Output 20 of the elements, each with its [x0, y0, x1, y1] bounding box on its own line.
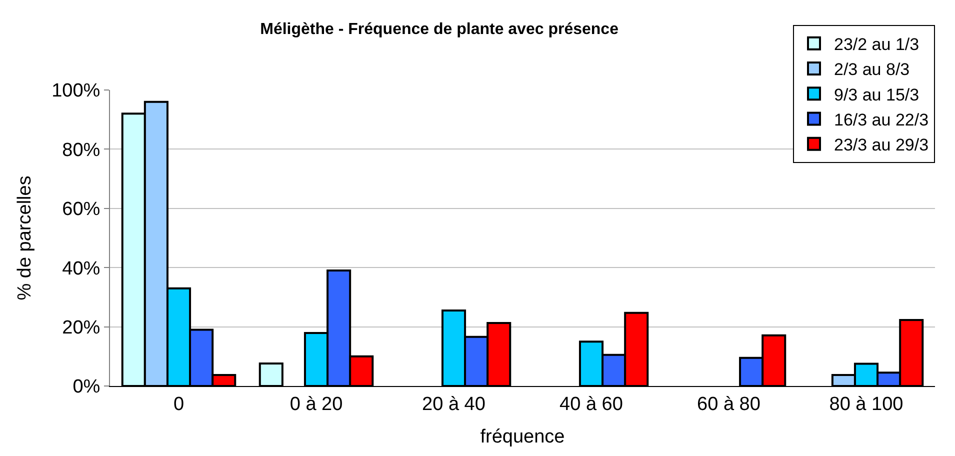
y-tick-label: 60%: [62, 199, 100, 220]
legend-label: 23/2 au 1/3: [834, 35, 920, 54]
legend-label: 2/3 au 8/3: [834, 60, 910, 80]
y-tick-label: 20%: [62, 317, 100, 338]
x-tick-label: 40 à 60: [560, 394, 623, 415]
y-tick-label: 40%: [62, 258, 100, 280]
x-axis-title: fréquence: [480, 426, 565, 448]
y-tick-label: 80%: [62, 140, 100, 161]
legend-label: 16/3 au 22/3: [834, 110, 929, 130]
x-tick-label: 0: [173, 394, 184, 415]
legend-label: 9/3 au 15/3: [834, 85, 920, 104]
legend-label: 23/3 au 29/3: [834, 135, 929, 154]
chart-title: Méligèthe - Fréquence de plante avec présence: [260, 21, 619, 38]
y-tick-label: 0%: [72, 376, 100, 398]
x-tick-label: 20 à 40: [422, 394, 486, 415]
x-tick-label: 80 à 100: [829, 394, 904, 415]
x-tick-label: 0 à 20: [290, 394, 343, 415]
x-tick-label: 60 à 80: [697, 394, 760, 415]
y-tick-label: 100%: [52, 80, 100, 102]
y-axis-title: % de parcelles: [14, 176, 36, 300]
